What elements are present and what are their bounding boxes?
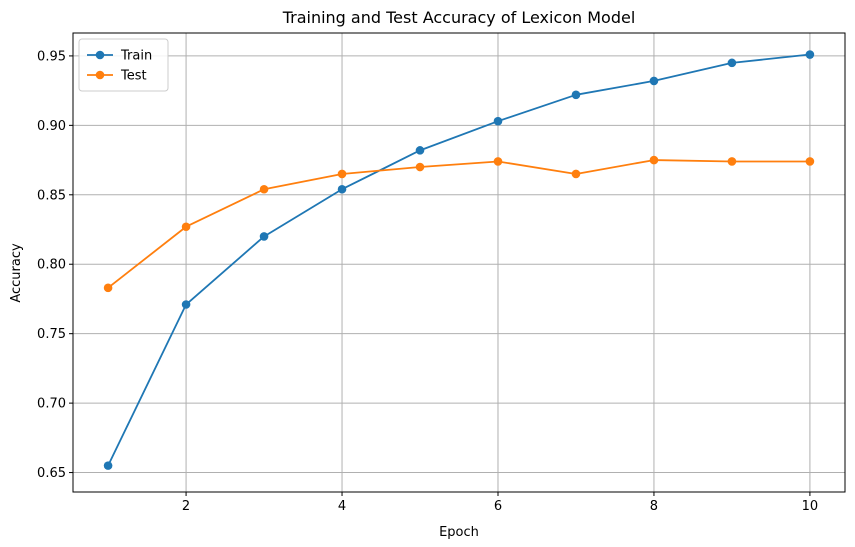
x-tick-label: 4 [338, 499, 346, 514]
grid [73, 33, 845, 492]
legend-item-train: Train [87, 49, 152, 64]
legend-label: Test [120, 69, 147, 84]
data-point [337, 184, 347, 194]
y-tick-label: 0.90 [37, 119, 66, 134]
y-axis-label: Accuracy [9, 243, 24, 303]
y-tick-label: 0.85 [37, 188, 66, 203]
series-line-train [107, 53, 811, 467]
x-axis: 2 4 6 8 10 [182, 492, 818, 514]
data-point [181, 300, 191, 309]
data-point [805, 50, 815, 59]
plot-area [72, 32, 846, 493]
y-tick-label: 0.95 [37, 49, 66, 64]
y-tick-label: 0.75 [37, 327, 66, 342]
data-point [415, 146, 425, 155]
data-point [337, 169, 347, 179]
y-tick-label: 0.70 [37, 397, 66, 412]
data-point [259, 184, 269, 194]
y-tick-label: 0.65 [37, 466, 66, 481]
x-tick-label: 8 [650, 499, 658, 514]
y-tick-label: 0.80 [37, 258, 66, 273]
data-point [259, 232, 269, 241]
legend-marker [95, 50, 105, 60]
legend-item-test: Test [87, 69, 147, 84]
data-point [415, 162, 425, 172]
data-point [103, 283, 113, 293]
data-point [571, 90, 581, 100]
legend-label: Train [120, 49, 152, 64]
legend-marker [95, 70, 105, 80]
data-point [181, 222, 191, 232]
data-point [103, 461, 113, 470]
y-axis: 0.65 0.70 0.75 0.80 0.85 0.90 0.95 [37, 49, 73, 481]
x-tick-label: 10 [802, 499, 819, 514]
data-point [571, 169, 581, 179]
x-tick-label: 2 [182, 499, 190, 514]
data-point [727, 157, 737, 166]
data-point [649, 76, 659, 86]
series-train [103, 50, 815, 470]
series-test [103, 155, 815, 293]
data-point [649, 155, 659, 165]
series-line-test [107, 159, 810, 289]
data-point [805, 157, 815, 166]
data-point [493, 157, 503, 166]
x-axis-label: Epoch [439, 525, 479, 540]
legend: Train Test [78, 38, 169, 92]
x-tick-label: 6 [494, 499, 502, 514]
chart-title: Training and Test Accuracy of Lexicon Mo… [282, 8, 636, 27]
data-point [493, 116, 503, 126]
series-layer [103, 50, 815, 470]
data-point [727, 58, 737, 68]
